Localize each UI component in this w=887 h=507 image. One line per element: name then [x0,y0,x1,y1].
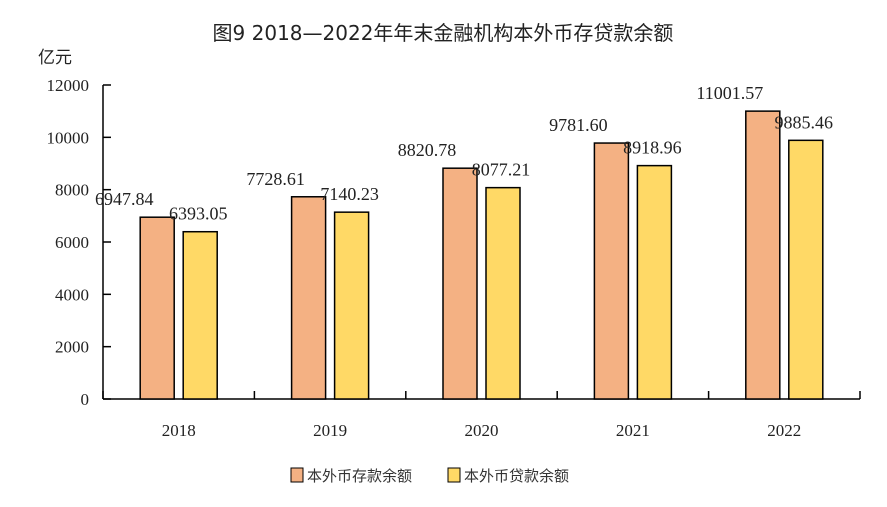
axes: 0 2000 4000 6000 8000 10000 12000 2018 2019 2020 2… [47,76,861,440]
x-tick-label: 2018 [162,421,196,440]
legend-label: 本外币贷款余额 [464,467,569,485]
y-tick-label: 12000 [47,76,90,95]
data-labels-group: 6947.84 6393.05 7728.61 7140.23 8820.78 8077.… [95,83,833,224]
bar [745,110,781,400]
legend: 本外币存款余额 本外币贷款余额 [290,467,569,485]
bar [290,196,327,400]
data-label: 6393.05 [169,204,228,224]
data-label: 8918.96 [623,138,682,158]
bar [593,142,630,400]
y-tick-label: 6000 [55,233,89,252]
bar [485,186,521,400]
data-label: 9885.46 [775,112,834,132]
bar [333,211,370,400]
bars-group [139,110,824,400]
legend-swatch [447,467,461,483]
bar [442,167,478,400]
legend-swatch [290,467,304,483]
x-tick-label: 2022 [767,421,801,440]
x-tick-label: 2021 [616,421,650,440]
bar [139,216,175,400]
bar [788,139,824,400]
y-axis-unit: 亿元 [38,48,72,68]
y-tick-label: 0 [81,390,90,409]
y-tick-label: 10000 [47,128,90,147]
y-tick-label: 4000 [55,285,89,304]
data-label: 6947.84 [95,189,154,209]
bar [636,164,673,400]
bar [182,230,218,400]
x-tick-label: 2019 [313,421,347,440]
x-tick-label: 2020 [465,421,499,440]
data-label: 9781.60 [549,115,608,135]
data-label: 8077.21 [472,160,531,180]
data-label: 8820.78 [398,140,457,160]
data-label: 7140.23 [320,184,379,204]
legend-label: 本外币存款余额 [307,467,412,485]
data-label: 7728.61 [246,169,305,189]
data-label: 11001.57 [696,83,763,103]
y-tick-label: 2000 [55,338,89,357]
chart-title: 图9 2018—2022年年末金融机构本外币存贷款余额 [213,21,674,45]
y-tick-label: 8000 [55,181,89,200]
